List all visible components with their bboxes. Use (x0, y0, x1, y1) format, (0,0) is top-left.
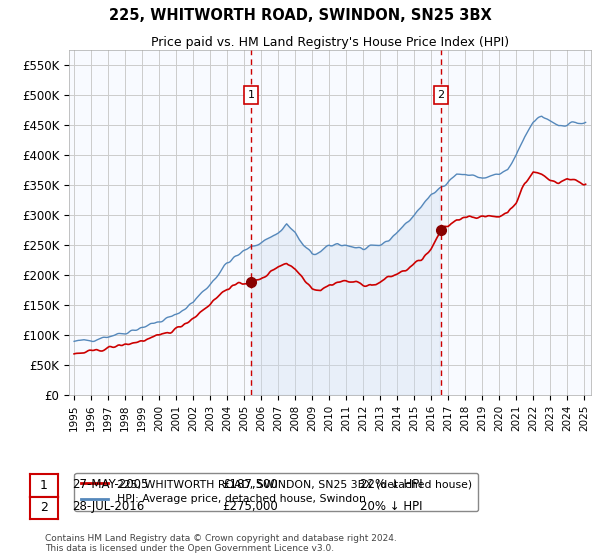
Text: 2: 2 (437, 90, 445, 100)
Text: 20% ↓ HPI: 20% ↓ HPI (360, 500, 422, 514)
Text: £275,000: £275,000 (222, 500, 278, 514)
Text: 2: 2 (40, 501, 48, 515)
Text: 28-JUL-2016: 28-JUL-2016 (72, 500, 144, 514)
Text: 27-MAY-2005: 27-MAY-2005 (72, 478, 148, 491)
Text: 225, WHITWORTH ROAD, SWINDON, SN25 3BX: 225, WHITWORTH ROAD, SWINDON, SN25 3BX (109, 8, 491, 24)
Text: 22% ↓ HPI: 22% ↓ HPI (360, 478, 422, 491)
Text: 1: 1 (248, 90, 254, 100)
Text: £187,500: £187,500 (222, 478, 278, 491)
Legend: 225, WHITWORTH ROAD, SWINDON, SN25 3BX (detached house), HPI: Average price, det: 225, WHITWORTH ROAD, SWINDON, SN25 3BX (… (74, 473, 478, 511)
Text: 1: 1 (40, 479, 48, 492)
Title: Price paid vs. HM Land Registry's House Price Index (HPI): Price paid vs. HM Land Registry's House … (151, 36, 509, 49)
Text: Contains HM Land Registry data © Crown copyright and database right 2024.
This d: Contains HM Land Registry data © Crown c… (45, 534, 397, 553)
